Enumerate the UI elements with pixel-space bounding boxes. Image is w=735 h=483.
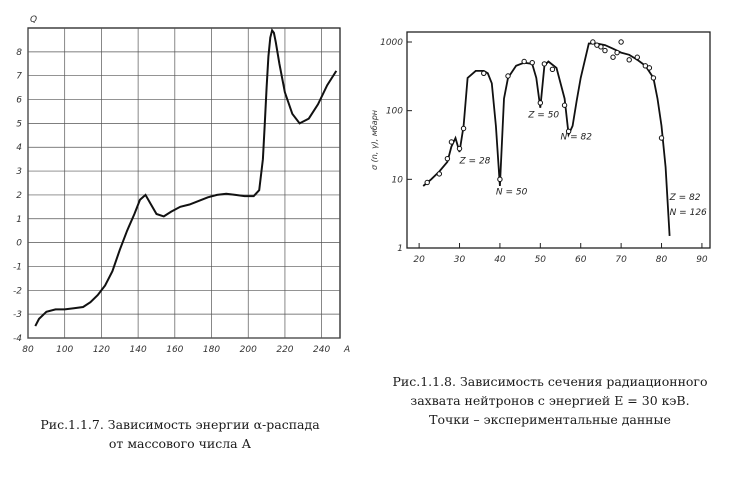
alpha-decay-chart-svg: 80 100 120 140 160 180 200 220 240 -4 -3 -2 -1 0 1 2 3 4 5… <box>13 15 350 355</box>
y-tick-label: 3 <box>16 167 22 177</box>
magic-number-annotation: N = 126 <box>670 208 707 218</box>
x-tick-label: 160 <box>166 345 183 355</box>
x-tick-label: 140 <box>130 345 147 355</box>
y-tick-label: 2 <box>16 191 22 201</box>
y-tick-label: -4 <box>13 334 22 344</box>
alpha-decay-caption-line-1: Рис.1.1.7. Зависимость энергии α-распада <box>40 417 320 432</box>
experimental-point <box>658 135 665 141</box>
y-tick-label: 0 <box>16 239 22 249</box>
experimental-point <box>505 73 511 79</box>
experimental-point <box>598 44 604 50</box>
capture-fit-line <box>422 42 671 236</box>
experimental-point <box>460 125 467 132</box>
y-tick-label: -3 <box>13 310 22 320</box>
neutron-capture-caption-line-1: Рис.1.1.8. Зависимость сечения радиацион… <box>392 374 708 389</box>
plot-frame <box>27 27 341 339</box>
y-axis-label: Q <box>30 15 37 25</box>
experimental-point <box>448 139 455 145</box>
alpha-decay-caption-line-2: от массового числа А <box>108 436 252 451</box>
experimental-point <box>565 128 572 135</box>
x-tick-label: 40 <box>494 255 506 265</box>
x-tick-label: 220 <box>276 345 293 355</box>
magic-number-annotation: Z = 28 <box>459 157 491 167</box>
experimental-point <box>456 145 463 152</box>
x-tick-label: 50 <box>535 255 547 265</box>
magic-number-annotation: Z = 82 <box>669 193 701 203</box>
neutron-capture-caption-line-2: захвата нейтронов с энергией E = 30 кэВ. <box>410 393 690 408</box>
alpha-decay-caption: Рис.1.1.7. Зависимость энергии α-распада… <box>10 415 350 453</box>
experimental-point <box>650 75 657 81</box>
experimental-point <box>646 65 653 71</box>
y-tick-label: -2 <box>13 286 22 296</box>
x-tick-label: 20 <box>413 255 425 265</box>
x-tick-label: 200 <box>240 345 257 355</box>
magic-number-annotation: N = 82 <box>561 133 593 143</box>
x-tick-label: 80 <box>22 345 34 355</box>
y-tick-label: 4 <box>16 143 22 153</box>
magic-number-annotation: N = 50 <box>496 188 528 198</box>
experimental-point <box>549 66 556 73</box>
magic-number-annotation: Z = 50 <box>527 110 559 120</box>
y-tick-label: 1000 <box>380 38 403 48</box>
x-axis-label: A <box>343 345 350 355</box>
x-tick-label: 240 <box>313 345 330 355</box>
experimental-point <box>626 57 632 63</box>
x-tick-label: 90 <box>696 255 708 265</box>
y-tick-label: 5 <box>16 119 22 129</box>
experimental-point <box>529 59 535 66</box>
alpha-decay-chart: 80 100 120 140 160 180 200 220 240 -4 -3 -2 -1 0 1 2 3 4 5… <box>0 0 360 370</box>
x-tick-label: 30 <box>454 255 466 265</box>
x-tick-label: 100 <box>56 345 73 355</box>
experimental-point <box>642 63 649 69</box>
y-tick-label: 1 <box>16 215 22 225</box>
y-tick-label: 8 <box>16 48 22 58</box>
x-tick-label: 70 <box>615 255 627 265</box>
neutron-capture-chart: 20 30 40 50 60 70 80 90 1 10 100 1000 σ (n, γ), мбар… <box>365 20 735 285</box>
x-tick-label: 120 <box>93 345 110 355</box>
experimental-point <box>537 100 544 106</box>
experimental-point <box>618 39 624 45</box>
experimental-point <box>561 102 568 108</box>
experimental-point <box>436 171 443 177</box>
experimental-point <box>614 49 620 56</box>
experimental-point <box>602 47 608 54</box>
x-tick-label: 60 <box>575 255 587 265</box>
y-tick-label: 10 <box>392 175 404 185</box>
x-tick-label: 80 <box>656 255 668 265</box>
neutron-capture-caption: Рис.1.1.8. Зависимость сечения радиацион… <box>370 372 730 429</box>
neutron-capture-chart-svg: 20 30 40 50 60 70 80 90 1 10 100 1000 σ (n, γ), мбар… <box>370 31 711 265</box>
experimental-point <box>521 58 527 65</box>
y-tick-label: -1 <box>13 262 22 272</box>
alpha-energy-series-line <box>34 28 338 327</box>
plot-frame <box>406 31 711 249</box>
y-tick-label: 1 <box>397 244 403 254</box>
experimental-point <box>610 54 616 60</box>
experimental-point <box>497 176 503 183</box>
y-tick-label: 6 <box>16 96 22 106</box>
experimental-point <box>590 39 596 45</box>
experimental-point <box>481 70 487 77</box>
experimental-point <box>444 155 451 162</box>
y-tick-label: 100 <box>386 107 403 117</box>
experimental-point <box>634 54 640 60</box>
y-tick-label: 7 <box>16 72 22 82</box>
experimental-point <box>424 179 430 186</box>
x-tick-label: 180 <box>203 345 220 355</box>
neutron-capture-caption-line-3: Точки – экспериментальные данные <box>429 412 671 427</box>
y-axis-label: σ (n, γ), мбарн <box>370 110 379 170</box>
experimental-point <box>541 61 548 67</box>
